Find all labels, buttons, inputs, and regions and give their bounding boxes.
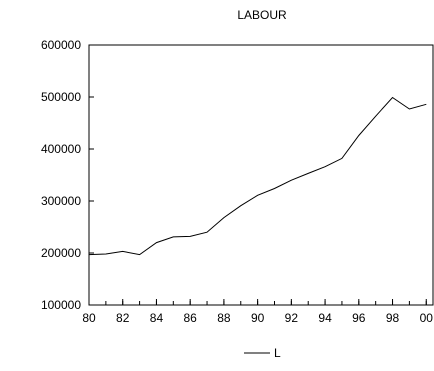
x-tick-label: 96	[352, 311, 366, 325]
y-tick-label: 400000	[41, 142, 81, 156]
x-tick-label: 98	[386, 311, 400, 325]
x-tick-label: 88	[217, 311, 231, 325]
x-tick-label: 90	[251, 311, 265, 325]
series-layer	[88, 96, 427, 256]
x-tick-label: 00	[420, 311, 434, 325]
legend: L	[244, 346, 281, 360]
x-tick-label: 86	[183, 311, 197, 325]
plot-frame	[88, 44, 434, 306]
x-tick-label: 84	[150, 311, 164, 325]
x-tick-label: 92	[285, 311, 299, 325]
y-tick-label: 100000	[41, 298, 81, 312]
x-tick-label: 80	[82, 311, 96, 325]
y-tick-label: 200000	[41, 246, 81, 260]
legend-label: L	[274, 346, 281, 360]
series-line-L	[88, 96, 427, 256]
x-axis: 80 82 84 86 88 90 92 94 96 98 00	[82, 299, 433, 325]
y-tick-label: 600000	[41, 38, 81, 52]
x-tick-label: 94	[318, 311, 332, 325]
y-axis: 100000 200000 300000 400000 500000 600000	[41, 38, 94, 312]
chart-title: LABOUR	[237, 8, 287, 22]
x-tick-label: 82	[116, 311, 130, 325]
y-tick-label: 300000	[41, 194, 81, 208]
y-tick-label: 500000	[41, 90, 81, 104]
